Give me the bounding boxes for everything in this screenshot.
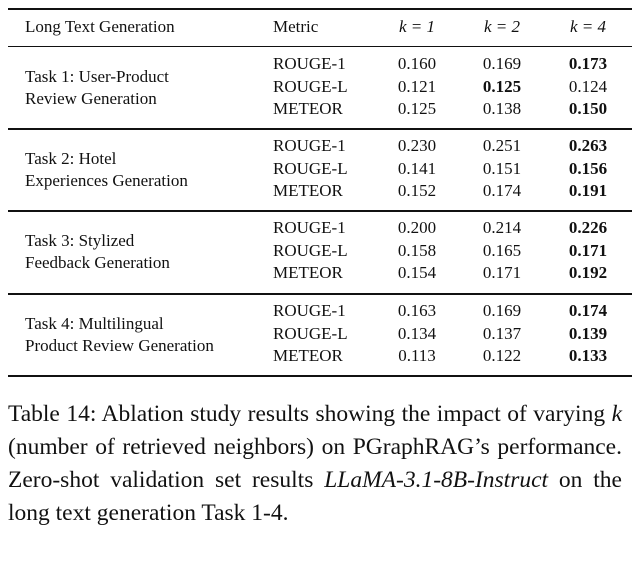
value: 0.156	[568, 158, 608, 178]
caption-text: on the long text generation Task 1-4.	[8, 467, 622, 526]
value: 0.151	[482, 158, 522, 178]
value: 0.137	[482, 323, 522, 343]
value: 0.138	[482, 99, 522, 118]
header-cell: k = 4	[569, 17, 607, 36]
caption-text: (number of retrieved neighbors) on PGrap…	[8, 434, 622, 493]
task-name: Experiences Generation	[25, 171, 188, 190]
metric: ROUGE-L	[273, 76, 348, 96]
value: 0.163	[397, 301, 437, 320]
group-rule	[8, 210, 632, 212]
caption-text: Table 14: Ablation study results showing…	[8, 401, 612, 427]
value: 0.124	[568, 76, 608, 96]
metric: ROUGE-1	[273, 218, 346, 237]
caption-text: k	[611, 401, 622, 427]
metric: METEOR	[273, 263, 343, 282]
value: 0.171	[568, 240, 608, 260]
value: 0.191	[568, 181, 608, 200]
caption-text: LLaMA-3.1-8B-Instruct	[324, 467, 549, 493]
top-rule	[8, 8, 632, 10]
metric: METEOR	[273, 181, 343, 200]
header-cell: k = 1	[398, 17, 436, 36]
caption: Table 14: Ablation study results showing…	[8, 398, 622, 530]
value: 0.200	[397, 218, 437, 237]
metric: ROUGE-L	[273, 158, 348, 178]
value: 0.139	[568, 323, 608, 343]
task-name: Feedback Generation	[25, 253, 170, 272]
value: 0.141	[397, 158, 437, 178]
value: 0.113	[398, 346, 436, 365]
bottom-rule	[8, 375, 632, 377]
value: 0.122	[482, 346, 522, 365]
header-cell: k = 2	[483, 17, 521, 36]
value: 0.263	[568, 136, 608, 155]
value: 0.171	[482, 263, 522, 282]
task-name: Review Generation	[25, 89, 157, 108]
metric: ROUGE-1	[273, 54, 346, 73]
value: 0.160	[397, 54, 437, 73]
metric: METEOR	[273, 99, 343, 118]
value: 0.226	[568, 218, 608, 237]
value: 0.154	[397, 263, 437, 282]
header-cell: Long Text Generation	[25, 17, 175, 36]
task-name: Task 4: Multilingual	[25, 314, 164, 333]
value: 0.152	[397, 181, 437, 200]
value: 0.125	[397, 99, 437, 118]
task-name: Task 2: Hotel	[25, 149, 117, 168]
metric: ROUGE-1	[273, 136, 346, 155]
value: 0.125	[482, 76, 522, 96]
task-name: Task 1: User-Product	[25, 67, 169, 86]
value: 0.150	[568, 99, 608, 118]
value: 0.134	[397, 323, 437, 343]
value: 0.192	[568, 263, 608, 282]
value: 0.121	[397, 76, 437, 96]
task-name: Task 3: Stylized	[25, 231, 135, 250]
value: 0.230	[397, 136, 437, 155]
header-cell: Metric	[273, 17, 319, 36]
value: 0.174	[482, 181, 522, 200]
value: 0.133	[568, 346, 608, 365]
value: 0.174	[568, 301, 608, 320]
value: 0.169	[482, 301, 522, 320]
value: 0.165	[482, 240, 522, 260]
metric: METEOR	[273, 346, 343, 365]
value: 0.158	[397, 240, 437, 260]
header-rule	[8, 46, 632, 47]
group-rule	[8, 293, 632, 295]
value: 0.214	[482, 218, 522, 237]
metric: ROUGE-1	[273, 301, 346, 320]
metric: ROUGE-L	[273, 240, 348, 260]
value: 0.251	[482, 136, 522, 155]
value: 0.169	[482, 54, 522, 73]
group-rule	[8, 128, 632, 130]
metric: ROUGE-L	[273, 323, 348, 343]
task-name: Product Review Generation	[25, 336, 214, 355]
value: 0.173	[568, 54, 608, 73]
